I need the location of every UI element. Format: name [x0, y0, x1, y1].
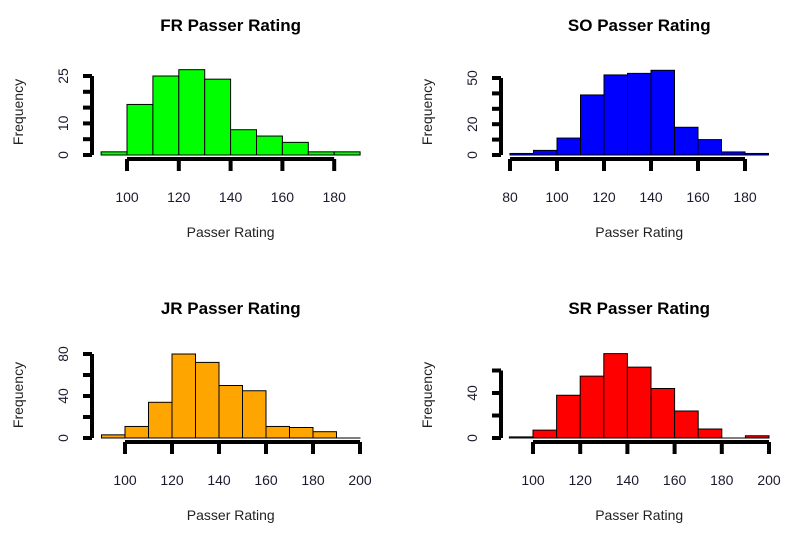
y-axis-label: Frequency [10, 362, 26, 428]
histogram-bar [721, 151, 746, 156]
x-tick-label: 120 [592, 189, 616, 205]
histogram-bar [509, 152, 534, 156]
y-tick-label: 50 [464, 70, 480, 86]
histogram-panel: FR Passer Rating 100 120 140 160 180 0 10 25 Pass… [10, 16, 361, 240]
histogram-bar [204, 78, 232, 156]
histogram-bar [256, 135, 283, 156]
histogram-bar [697, 428, 723, 439]
histogram-bar [580, 94, 605, 156]
y-tick-label: 0 [55, 434, 71, 442]
x-tick-label: 80 [502, 189, 518, 205]
histogram-bar [533, 149, 558, 156]
x-axis-label: Passer Rating [595, 507, 683, 523]
histogram-panel: JR Passer Rating 100 120 140 160 180 200 0 40 80 P… [10, 299, 372, 523]
histogram-bar [603, 74, 628, 156]
histogram-bar [307, 151, 335, 156]
x-tick-label: 140 [219, 189, 243, 205]
x-tick-label: 140 [207, 472, 231, 488]
chart-title: SR Passer Rating [568, 299, 710, 318]
histogram-bar [603, 353, 628, 439]
histogram-bar [333, 151, 361, 156]
histogram-bar [195, 361, 220, 439]
x-tick-label: 160 [271, 189, 295, 205]
y-axis-label: Frequency [10, 79, 26, 145]
histogram-panel: SR Passer Rating 100 120 140 160 180 200 0 40 Pas… [419, 299, 781, 523]
histogram-bar [289, 427, 314, 439]
x-tick-label: 160 [254, 472, 278, 488]
histogram-bar [171, 353, 196, 439]
histogram-bar [218, 385, 243, 439]
histogram-bar [674, 126, 699, 156]
histogram-panel: SO Passer Rating 80 100 120 140 160 180 0 20 50 Pa… [419, 16, 769, 240]
histogram-bar [100, 151, 128, 156]
x-tick-label: 100 [545, 189, 569, 205]
chart-title: FR Passer Rating [160, 16, 301, 35]
histogram-bar [627, 72, 652, 156]
histogram-bar [124, 425, 149, 439]
x-tick-label: 160 [663, 472, 687, 488]
histogram-bar [508, 436, 534, 439]
x-axis-label: Passer Rating [187, 507, 275, 523]
x-tick-label: 180 [323, 189, 347, 205]
histogram-bar [650, 388, 676, 439]
x-tick-label: 180 [301, 472, 325, 488]
histogram-bar [532, 429, 558, 439]
histogram-bar [152, 75, 180, 156]
histogram-bar [579, 375, 605, 439]
x-tick-label: 120 [167, 189, 191, 205]
x-tick-label: 140 [639, 189, 663, 205]
histogram-bar [556, 394, 581, 439]
histogram-bar [626, 366, 652, 439]
histogram-bar [312, 431, 337, 439]
x-tick-label: 160 [686, 189, 710, 205]
chart-title: SO Passer Rating [568, 16, 711, 35]
y-tick-label: 0 [55, 151, 71, 159]
histogram-bar [230, 129, 258, 156]
x-tick-label: 200 [348, 472, 372, 488]
y-tick-label: 10 [55, 115, 71, 131]
chart-title: JR Passer Rating [161, 299, 301, 318]
x-axis-label: Passer Rating [187, 224, 275, 240]
y-axis-label: Frequency [419, 79, 435, 145]
histogram-bar [674, 410, 699, 439]
histogram-bar [744, 435, 770, 439]
histogram-bar [650, 69, 675, 156]
histogram-bar [126, 103, 154, 156]
y-tick-label: 0 [464, 434, 480, 442]
histogram-bar [101, 434, 126, 439]
histogram-bar [697, 139, 722, 156]
x-tick-label: 100 [521, 472, 545, 488]
x-axis-label: Passer Rating [595, 224, 683, 240]
y-tick-label: 80 [55, 346, 71, 362]
x-tick-label: 180 [710, 472, 734, 488]
histogram-bar [178, 69, 206, 156]
x-tick-label: 180 [733, 189, 757, 205]
y-tick-label: 40 [55, 388, 71, 404]
x-tick-label: 120 [569, 472, 593, 488]
histogram-bar [281, 141, 309, 156]
histogram-bar [744, 152, 769, 156]
histogram-bar [556, 137, 581, 156]
x-tick-label: 100 [113, 472, 137, 488]
y-tick-label: 20 [464, 116, 480, 132]
x-tick-label: 100 [115, 189, 139, 205]
y-axis-label: Frequency [419, 362, 435, 428]
y-tick-label: 40 [464, 385, 480, 401]
histogram-bar [242, 390, 267, 439]
histogram-bar [265, 425, 290, 439]
x-tick-label: 120 [160, 472, 184, 488]
x-tick-label: 200 [757, 472, 781, 488]
y-tick-label: 25 [55, 68, 71, 84]
y-tick-label: 0 [464, 151, 480, 159]
histogram-bar [148, 401, 173, 439]
x-tick-label: 140 [616, 472, 640, 488]
